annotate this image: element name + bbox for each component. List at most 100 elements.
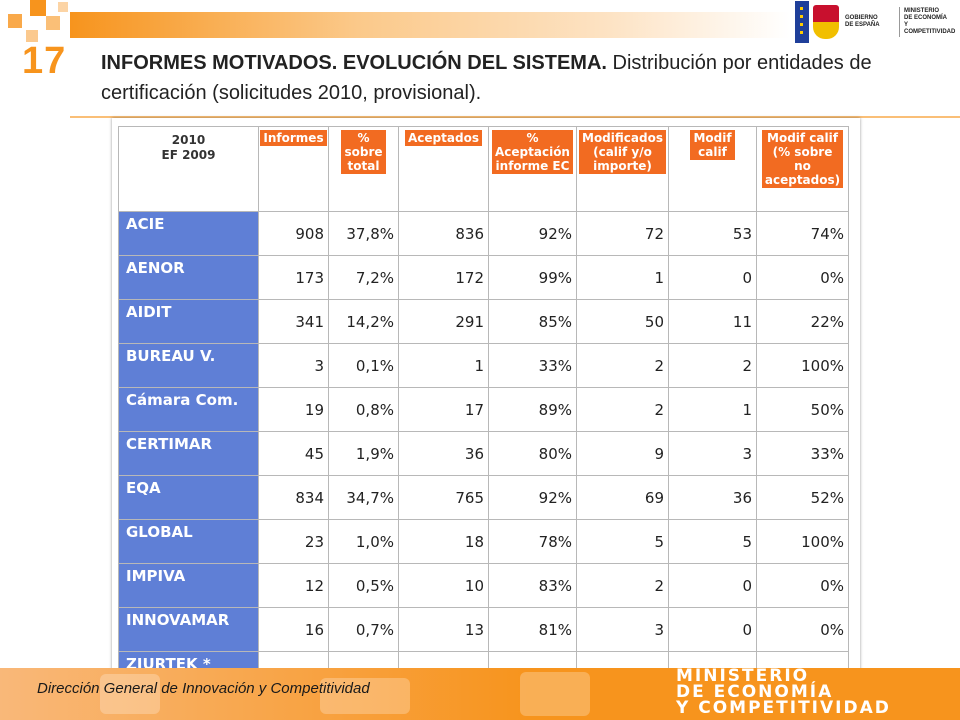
table-cell: 92% — [488, 475, 577, 520]
certification-entities-table: 2010 EF 2009 Informes % sobre total Aceptado… — [118, 126, 849, 696]
table-cell: 33% — [488, 343, 577, 388]
column-header-label: Modif calif (% sobre no aceptados) — [761, 130, 844, 188]
table-cell: 99% — [488, 255, 577, 300]
table-row: INNOVAMAR 16 0,7% 13 81% 3 0 0% — [118, 607, 849, 652]
gov-text: GOBIERNO DE ESPAÑA — [845, 15, 880, 28]
table-body: ACIE 908 37,8% 836 92% 72 53 74% AENOR 173 7,2% 172… — [118, 211, 849, 696]
table-cell: 100% — [756, 519, 849, 564]
table-cell: 92% — [488, 211, 577, 256]
table-cell: 100% — [756, 343, 849, 388]
table-row: ACIE 908 37,8% 836 92% 72 53 74% — [118, 211, 849, 256]
table-cell: 834 — [258, 475, 329, 520]
footer-ministry-name: MINISTERIO DE ECONOMÍA Y COMPETITIVIDAD — [676, 666, 891, 718]
table-cell: 50 — [576, 299, 669, 344]
column-header: Modificados (calif y/o importe) — [576, 126, 669, 212]
table-cell: 9 — [576, 431, 669, 476]
table-cell: 18 — [398, 519, 489, 564]
table-cell: 2 — [576, 387, 669, 432]
slide-number: 17 — [22, 40, 67, 82]
entity-name-cell: IMPIVA — [118, 563, 259, 608]
table-cell: 765 — [398, 475, 489, 520]
table-cell: 83% — [488, 563, 577, 608]
table-cell: 0,7% — [328, 607, 399, 652]
table-cell: 0 — [668, 607, 757, 652]
footer-org-name: Dirección General de Innovación y Compet… — [37, 680, 370, 697]
table-cell: 36 — [668, 475, 757, 520]
table-cell: 1,0% — [328, 519, 399, 564]
footer-band — [0, 668, 960, 720]
column-header: Modif calif — [668, 126, 757, 212]
table-cell: 1 — [576, 255, 669, 300]
table-cell: 85% — [488, 299, 577, 344]
table-cell: 341 — [258, 299, 329, 344]
table-row: AIDIT 341 14,2% 291 85% 50 11 22% — [118, 299, 849, 344]
entity-name-cell: GLOBAL — [118, 519, 259, 564]
column-header: % Aceptación informe EC — [488, 126, 577, 212]
column-header-label: % Aceptación informe EC — [492, 130, 573, 174]
table-cell: 1 — [398, 343, 489, 388]
entity-name-cell: ACIE — [118, 211, 259, 256]
table-cell: 33% — [756, 431, 849, 476]
table-cell: 22% — [756, 299, 849, 344]
entity-name-cell: AENOR — [118, 255, 259, 300]
table-row: AENOR 173 7,2% 172 99% 1 0 0% — [118, 255, 849, 300]
table-cell: 45 — [258, 431, 329, 476]
table-row: EQA 834 34,7% 765 92% 69 36 52% — [118, 475, 849, 520]
table-cell: 81% — [488, 607, 577, 652]
table-row: CERTIMAR 45 1,9% 36 80% 9 3 33% — [118, 431, 849, 476]
column-header-label: Aceptados — [405, 130, 482, 146]
column-header: Aceptados — [398, 126, 489, 212]
logo-separator — [899, 7, 900, 37]
table-cell: 89% — [488, 387, 577, 432]
table-cell: 74% — [756, 211, 849, 256]
table-row: IMPIVA 12 0,5% 10 83% 2 0 0% — [118, 563, 849, 608]
table-cell: 34,7% — [328, 475, 399, 520]
table-cell: 7,2% — [328, 255, 399, 300]
entity-name-cell: CERTIMAR — [118, 431, 259, 476]
table-cell: 53 — [668, 211, 757, 256]
table-cell: 291 — [398, 299, 489, 344]
slide-title-bold: INFORMES MOTIVADOS. EVOLUCIÓN DEL SISTEM… — [101, 52, 607, 74]
entity-name-cell: Cámara Com. — [118, 387, 259, 432]
table-cell: 0,1% — [328, 343, 399, 388]
entity-name-cell: BUREAU V. — [118, 343, 259, 388]
table-cell: 2 — [576, 343, 669, 388]
table-cell: 0% — [756, 563, 849, 608]
header-gradient-bar — [70, 12, 790, 38]
column-header-label: Modificados (calif y/o importe) — [579, 130, 666, 174]
table-row: GLOBAL 23 1,0% 18 78% 5 5 100% — [118, 519, 849, 564]
table-cell: 80% — [488, 431, 577, 476]
table-cell: 14,2% — [328, 299, 399, 344]
table-cell: 1 — [668, 387, 757, 432]
table-cell: 0,8% — [328, 387, 399, 432]
entity-name-cell: EQA — [118, 475, 259, 520]
table-cell: 3 — [576, 607, 669, 652]
table-cell: 0% — [756, 607, 849, 652]
table-cell: 0,5% — [328, 563, 399, 608]
column-header: Modif calif (% sobre no aceptados) — [756, 126, 849, 212]
table-cell: 17 — [398, 387, 489, 432]
table-cell: 0% — [756, 255, 849, 300]
table-cell: 16 — [258, 607, 329, 652]
entity-name-cell: AIDIT — [118, 299, 259, 344]
table-frame: 2010 EF 2009 Informes % sobre total Aceptado… — [112, 118, 860, 696]
slide-title: INFORMES MOTIVADOS. EVOLUCIÓN DEL SISTEM… — [101, 48, 931, 108]
table-row: Cámara Com. 19 0,8% 17 89% 2 1 50% — [118, 387, 849, 432]
entity-name-cell: INNOVAMAR — [118, 607, 259, 652]
table-cell: 1,9% — [328, 431, 399, 476]
table-cell: 172 — [398, 255, 489, 300]
table-cell: 173 — [258, 255, 329, 300]
table-cell: 36 — [398, 431, 489, 476]
table-cell: 5 — [576, 519, 669, 564]
column-header-label: % sobre total — [341, 130, 386, 174]
government-logo: GOBIERNO DE ESPAÑA MINISTERIO DE ECONOMÍ… — [795, 0, 960, 44]
column-header: % sobre total — [328, 126, 399, 212]
slide-title-rest: Distribución por entidades de certificac… — [101, 52, 872, 104]
table-cell: 52% — [756, 475, 849, 520]
table-cell: 2 — [668, 343, 757, 388]
table-cell: 19 — [258, 387, 329, 432]
table-corner-header: 2010 EF 2009 — [118, 126, 259, 212]
table-cell: 836 — [398, 211, 489, 256]
table-cell: 2 — [576, 563, 669, 608]
ministry-text: MINISTERIO DE ECONOMÍA Y COMPETITIVIDAD — [904, 8, 956, 35]
